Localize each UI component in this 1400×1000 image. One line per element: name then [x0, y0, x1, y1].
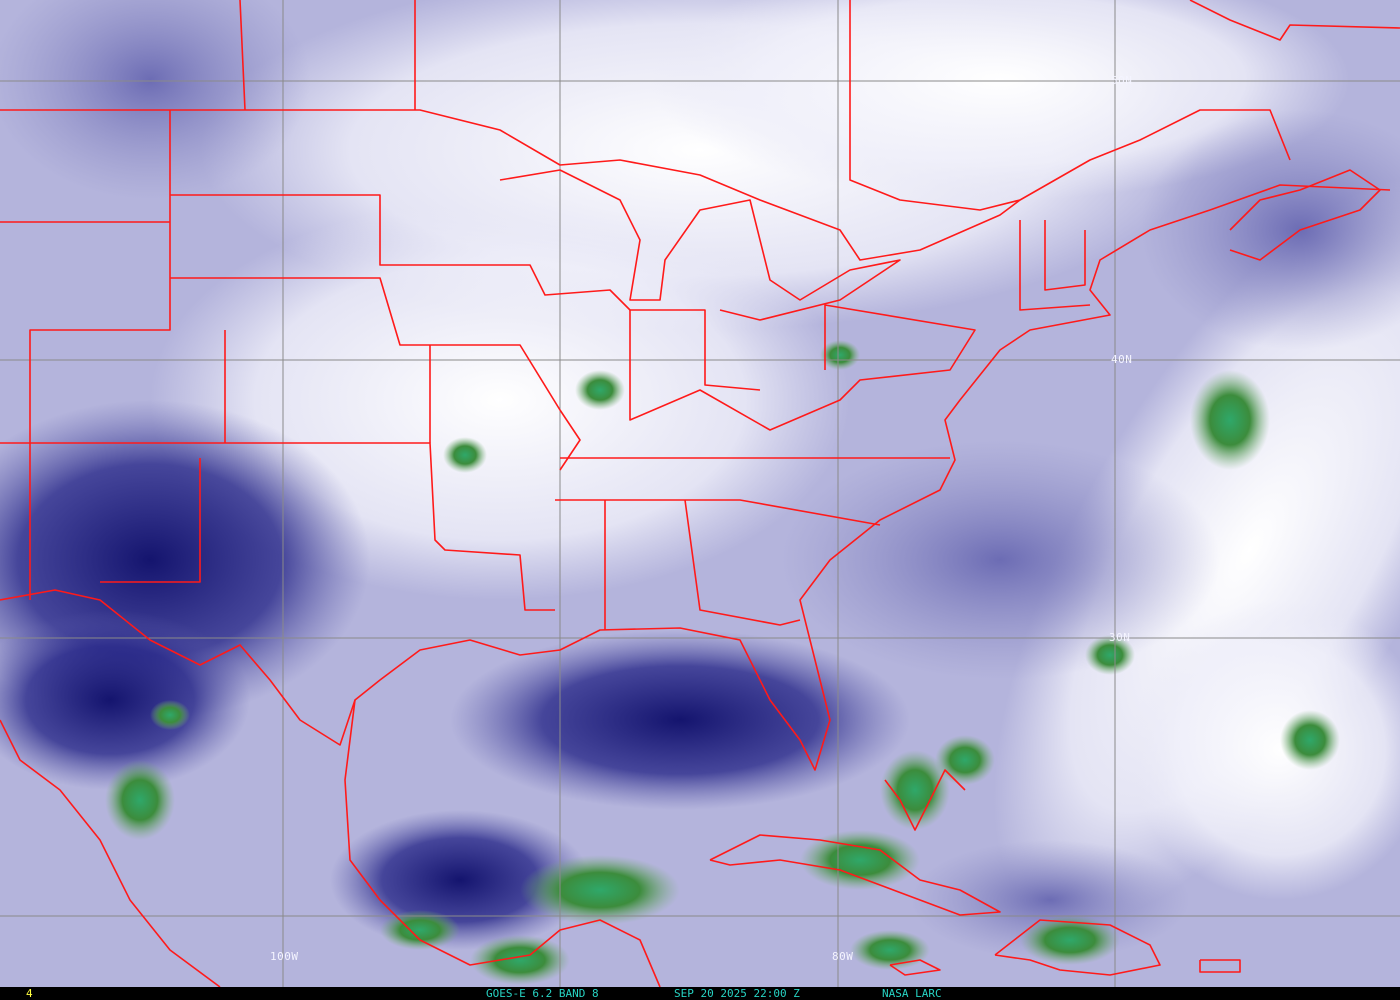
cuba — [709, 834, 1001, 916]
timestamp-label: SEP 20 2025 22:00 Z — [674, 987, 800, 1000]
grid-label-50n: 50N — [1111, 74, 1133, 87]
hudson-bay-shore — [1189, 0, 1400, 41]
border-state-4 — [170, 277, 581, 471]
border-state-10 — [555, 499, 881, 526]
puerto-rico — [1199, 959, 1241, 973]
border-canada-us — [0, 109, 1291, 261]
coastline-pacific-mexico — [0, 719, 221, 987]
border-state-16 — [239, 0, 246, 111]
border-state-13 — [629, 304, 976, 431]
grid-label-40n: 40N — [1111, 353, 1133, 366]
coastline-gulf-atlantic — [0, 184, 1391, 771]
great-lakes — [499, 169, 901, 321]
grid-label-30n: 30N — [1109, 631, 1131, 644]
coastline-mexico — [344, 699, 661, 987]
grid-label-80w: 80W — [832, 950, 854, 963]
border-state-12 — [684, 499, 801, 626]
border-state-6 — [100, 458, 201, 583]
newfoundland — [1229, 169, 1381, 261]
frame-number: 4 — [26, 987, 33, 1000]
grid-label-100w: 100W — [270, 950, 299, 963]
border-canada-north — [849, 0, 1021, 211]
status-bar: 4 GOES-E 6.2 BAND 8 SEP 20 2025 22:00 Z … — [0, 987, 1400, 1000]
product-label: GOES-E 6.2 BAND 8 — [486, 987, 599, 1000]
hispaniola — [994, 919, 1161, 976]
border-state-1 — [29, 110, 171, 600]
border-state-14 — [1019, 220, 1091, 311]
border-state-15 — [1044, 220, 1086, 291]
border-state-3 — [170, 194, 761, 391]
jamaica — [889, 959, 941, 976]
source-label: NASA LARC — [882, 987, 942, 1000]
bahamas — [884, 769, 966, 831]
